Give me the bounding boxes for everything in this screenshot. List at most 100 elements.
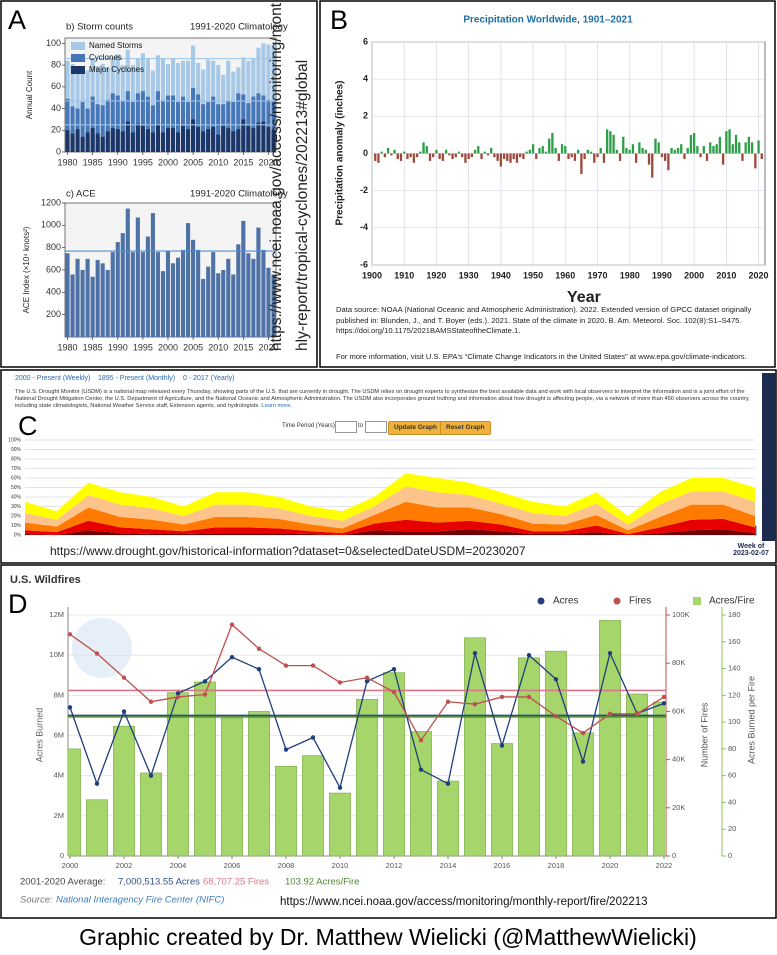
x-tick-label: 1900 — [362, 270, 382, 280]
legend-label: Named Storms — [89, 41, 142, 50]
plot-area — [64, 202, 277, 338]
title: Precipitation Worldwide, 1901–2021 — [463, 15, 633, 26]
x-tick-label: 1980 — [57, 342, 77, 352]
bar — [266, 99, 271, 152]
description: The U.S. Drought Monitor (USDM) is a nat… — [15, 389, 755, 410]
bar — [70, 274, 75, 337]
bar — [110, 252, 115, 337]
bar — [577, 149, 580, 154]
bar — [593, 153, 596, 163]
bar — [180, 249, 186, 337]
bar — [194, 681, 216, 857]
bar — [705, 153, 709, 161]
bar — [647, 153, 651, 165]
bar — [631, 144, 635, 154]
bar — [374, 153, 377, 161]
x-tick-label: 2000 — [158, 157, 178, 167]
bar — [113, 725, 135, 857]
bar — [386, 147, 390, 154]
bar — [467, 153, 470, 160]
year-input[interactable] — [365, 421, 387, 433]
tab[interactable]: 0 - 2017 (Yearly) — [183, 375, 235, 382]
bar — [251, 258, 256, 337]
tab[interactable]: 1895 - Present (Monthly) — [98, 375, 176, 382]
average-title: 2001-2020 Average: — [20, 877, 105, 888]
bar — [680, 144, 683, 154]
x-tick-label: 2000 — [684, 270, 704, 280]
bar — [256, 122, 261, 152]
point — [337, 680, 343, 685]
y-tick-label: 50% — [11, 485, 22, 491]
bar — [165, 95, 171, 152]
bar — [231, 102, 236, 152]
bar — [509, 153, 512, 163]
x-tick-label: 1960 — [555, 270, 575, 280]
bar — [251, 128, 256, 152]
x-tick-label: 2008 — [278, 861, 295, 870]
bar — [145, 129, 150, 152]
y-tick-label: 20 — [51, 125, 61, 135]
bar — [618, 153, 622, 161]
tab[interactable]: 2000 - Present (Weekly) — [15, 375, 91, 382]
y-tick-label: 40% — [11, 494, 22, 500]
year-input[interactable] — [335, 421, 357, 433]
point — [121, 675, 127, 680]
bar — [548, 138, 551, 154]
point — [634, 711, 640, 717]
y-tick-label: 0 — [56, 146, 61, 156]
bar — [696, 146, 699, 154]
x-tick-label: 2000 — [62, 861, 79, 870]
bar — [160, 100, 166, 152]
bar — [741, 153, 744, 161]
panel-label: B — [330, 5, 348, 35]
bar — [165, 128, 171, 152]
bar — [191, 119, 196, 152]
y3-tick-label: 140 — [728, 664, 741, 673]
point — [580, 759, 586, 764]
y-tick-label: 0 — [363, 148, 368, 158]
y-tick-label: 2M — [54, 811, 64, 820]
y-axis-label: Precipitation anomaly (inches) — [335, 80, 346, 225]
point — [553, 714, 559, 719]
bar — [130, 252, 135, 337]
bar — [135, 93, 140, 152]
x-tick-label: 2010 — [332, 861, 349, 870]
source-url: https://www.ncei.noaa.gov/access/monitor… — [268, 2, 311, 351]
bar — [419, 151, 422, 154]
button[interactable]: Reset Graph — [440, 421, 491, 435]
bar — [221, 270, 226, 337]
bar — [155, 91, 161, 152]
bar — [403, 151, 406, 154]
bar — [115, 242, 120, 337]
bar — [519, 153, 522, 158]
bar — [140, 125, 145, 152]
bar — [165, 251, 171, 337]
bar — [689, 134, 693, 154]
bar — [757, 140, 760, 154]
bar — [515, 153, 519, 163]
x-tick-label: 1990 — [652, 270, 672, 280]
point — [472, 650, 478, 656]
bar — [528, 149, 532, 154]
legend-label: Acres — [553, 596, 579, 607]
bar — [302, 755, 324, 857]
bar — [75, 258, 80, 337]
bar — [130, 102, 135, 152]
x-tick-label: 1995 — [133, 342, 153, 352]
y-tick-label: 80 — [51, 60, 61, 70]
bar — [596, 153, 599, 158]
point — [661, 701, 667, 706]
bar — [110, 93, 115, 152]
bar — [612, 134, 615, 154]
y3-tick-label: 60 — [728, 771, 736, 780]
point — [256, 667, 262, 672]
bar — [410, 731, 432, 857]
point — [148, 699, 154, 704]
link[interactable]: Learn more. — [261, 403, 293, 409]
button[interactable]: Update Graph — [388, 421, 443, 435]
bar — [191, 239, 196, 337]
average-label: 7,000,513.55 Acres — [118, 877, 200, 888]
source-note: Data source: NOAA (National Oceanic and … — [336, 305, 752, 335]
bar — [760, 153, 763, 160]
panel-label: D — [8, 589, 28, 619]
